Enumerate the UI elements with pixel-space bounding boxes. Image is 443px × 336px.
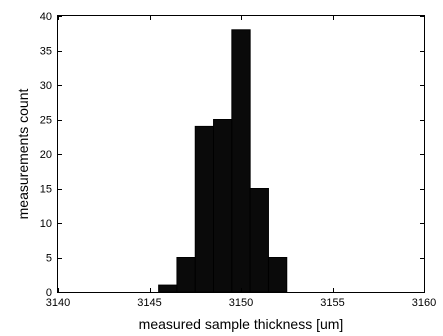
x-axis-label: measured sample thickness [um] [139,316,344,332]
histogram-bar-2 [194,125,215,293]
y-tick-label-8: 40 [40,11,52,23]
y-tick-label-6: 30 [40,80,52,92]
y-tick-label-1: 5 [46,253,52,265]
y-axis-ticks: 0 5 10 15 20 25 30 35 40 [40,11,424,299]
y-tick-label-2: 10 [40,218,52,230]
y-tick-label-4: 20 [40,149,52,161]
histogram-bar-1 [176,257,196,293]
y-tick-label-7: 35 [40,46,52,58]
y-tick-label-3: 15 [40,184,52,196]
histogram-bar-5 [249,188,269,293]
plot-area-frame [57,15,425,293]
histogram-bar-0 [158,284,178,293]
x-tick-label-0: 3140 [46,297,70,309]
histogram-bar-6 [267,257,288,293]
y-axis-label: measurements count [15,89,31,220]
histogram-bars [158,29,288,293]
x-tick-label-3: 3155 [320,297,344,309]
histogram-bar-3 [213,119,233,293]
x-axis-ticks: 3140 3145 3150 3155 3160 [46,16,436,309]
x-tick-label-1: 3145 [137,297,161,309]
y-tick-label-5: 25 [40,115,52,127]
y-tick-label-0: 0 [46,287,52,299]
histogram-bar-4 [231,29,251,293]
x-tick-label-4: 3160 [412,297,436,309]
x-tick-label-2: 3150 [229,297,253,309]
